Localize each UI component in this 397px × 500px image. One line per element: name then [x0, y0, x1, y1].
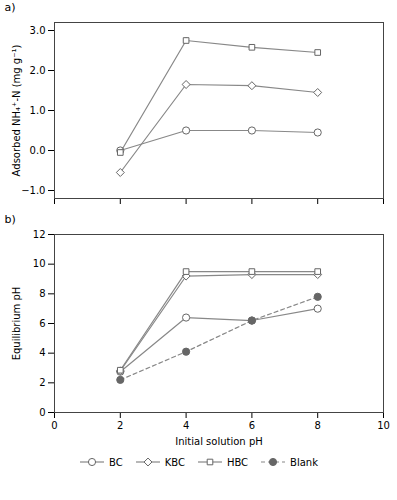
- svg-text:3.0: 3.0: [30, 25, 46, 36]
- svg-text:6: 6: [39, 318, 45, 329]
- svg-text:10: 10: [33, 258, 46, 269]
- svg-text:8: 8: [315, 420, 321, 431]
- html-text:Blank: Blank: [290, 456, 318, 468]
- svg-text:4: 4: [183, 420, 189, 431]
- svg-text:a): a): [5, 1, 16, 14]
- svg-text:12: 12: [33, 229, 46, 240]
- svg-text:8: 8: [39, 288, 45, 299]
- svg-text:2: 2: [117, 420, 123, 431]
- svg-text:4: 4: [39, 347, 45, 358]
- svg-text:Initial solution pH: Initial solution pH: [175, 436, 263, 447]
- svg-text:b): b): [5, 213, 16, 226]
- svg-text:0.0: 0.0: [30, 145, 46, 156]
- svg-text:2: 2: [39, 377, 45, 388]
- svg-text:10: 10: [377, 420, 390, 431]
- svg-text:Adsorbed NH₄⁺-N (mg g⁻¹): Adsorbed NH₄⁺-N (mg g⁻¹): [11, 45, 22, 177]
- svg-text:0: 0: [51, 420, 57, 431]
- svg-text:6: 6: [249, 420, 255, 431]
- svg-text:−1.0: −1.0: [21, 185, 45, 196]
- svg-text:0: 0: [39, 407, 45, 418]
- html-text:BC: BC: [109, 456, 123, 468]
- html-text:KBC: KBC: [164, 456, 185, 468]
- svg-text:Equilibrium pH: Equilibrium pH: [11, 287, 22, 361]
- html-text:HBC: HBC: [226, 456, 249, 468]
- svg-text:2.0: 2.0: [30, 65, 46, 76]
- svg-text:1.0: 1.0: [30, 105, 46, 116]
